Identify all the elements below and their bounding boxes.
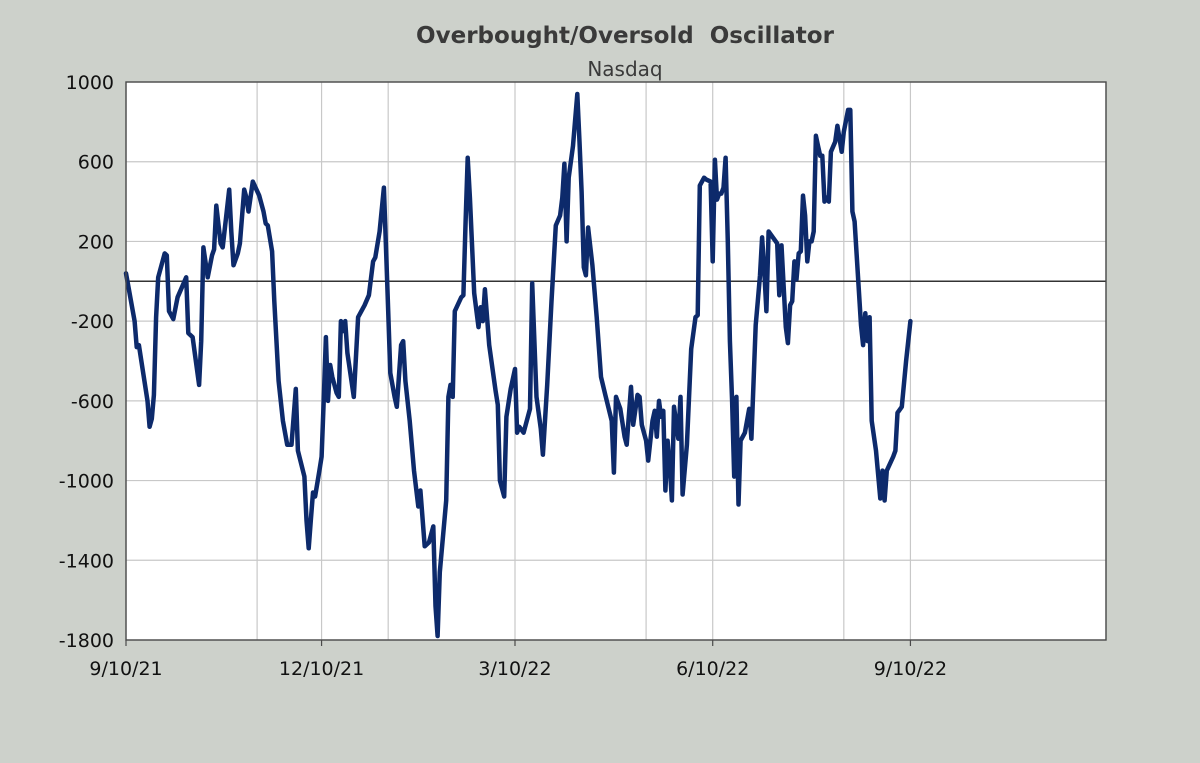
x-tick-label: 9/10/22 bbox=[874, 658, 947, 680]
plot-frame bbox=[125, 81, 1107, 641]
y-tick-label: 1000 bbox=[66, 72, 114, 94]
x-tick-label: 12/10/21 bbox=[279, 658, 364, 680]
axes: 1000 600 200 -200 -600 -1000 -1400 -1800 9/10/21… bbox=[59, 72, 1106, 680]
y-tick-label: -1000 bbox=[59, 471, 114, 493]
y-tick-label: 600 bbox=[78, 152, 114, 174]
series bbox=[123, 91, 913, 639]
series-line bbox=[123, 91, 913, 639]
chart-subtitle: Nasdaq bbox=[587, 57, 662, 81]
y-tick-label: -1400 bbox=[59, 550, 114, 572]
y-tick-label: -600 bbox=[71, 391, 114, 413]
x-tick-label: 9/10/21 bbox=[89, 658, 162, 680]
y-tick-label: -200 bbox=[71, 311, 114, 333]
x-tick-label: 6/10/22 bbox=[676, 658, 749, 680]
y-tick-label: 200 bbox=[78, 231, 114, 253]
chart-title: Overbought/Oversold Oscillator bbox=[416, 23, 835, 49]
x-tick-label: 3/10/22 bbox=[478, 658, 551, 680]
y-tick-label: -1800 bbox=[59, 630, 114, 652]
plot-area bbox=[126, 82, 1106, 640]
